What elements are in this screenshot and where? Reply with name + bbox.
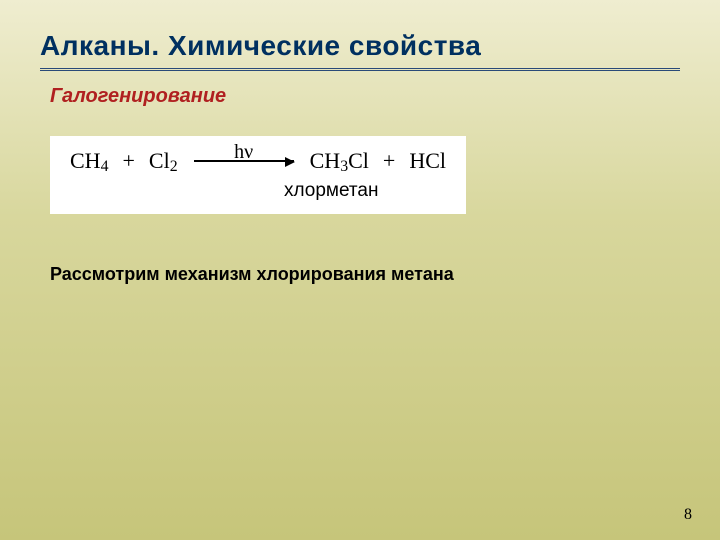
slide-title: Алканы. Химические свойства <box>40 30 680 62</box>
plus-sign: + <box>379 150 399 172</box>
chemical-equation: CH 4 + Cl 2 hν CH 3 Cl + HCl <box>50 136 466 214</box>
reactant-ch4: CH 4 <box>70 150 108 172</box>
body-text: Рассмотрим механизм хлорирования метана <box>50 264 680 285</box>
arrow-line <box>194 160 294 162</box>
slide: Алканы. Химические свойства Галогенирова… <box>0 0 720 540</box>
slide-subtitle: Галогенирование <box>50 85 680 108</box>
product-ch3cl: CH 3 Cl <box>310 150 369 172</box>
plus-sign: + <box>118 150 138 172</box>
page-number: 8 <box>684 506 692 524</box>
reaction-arrow: hν <box>194 160 294 162</box>
title-underline <box>40 68 680 71</box>
product-label-chloromethane: хлорметан <box>284 180 378 202</box>
reactant-cl2: Cl 2 <box>149 150 178 172</box>
product-label-row: хлорметан <box>70 176 446 202</box>
product-hcl: HCl <box>409 150 446 172</box>
equation-row: CH 4 + Cl 2 hν CH 3 Cl + HCl <box>70 150 446 172</box>
arrow-condition-label: hν <box>194 142 294 162</box>
